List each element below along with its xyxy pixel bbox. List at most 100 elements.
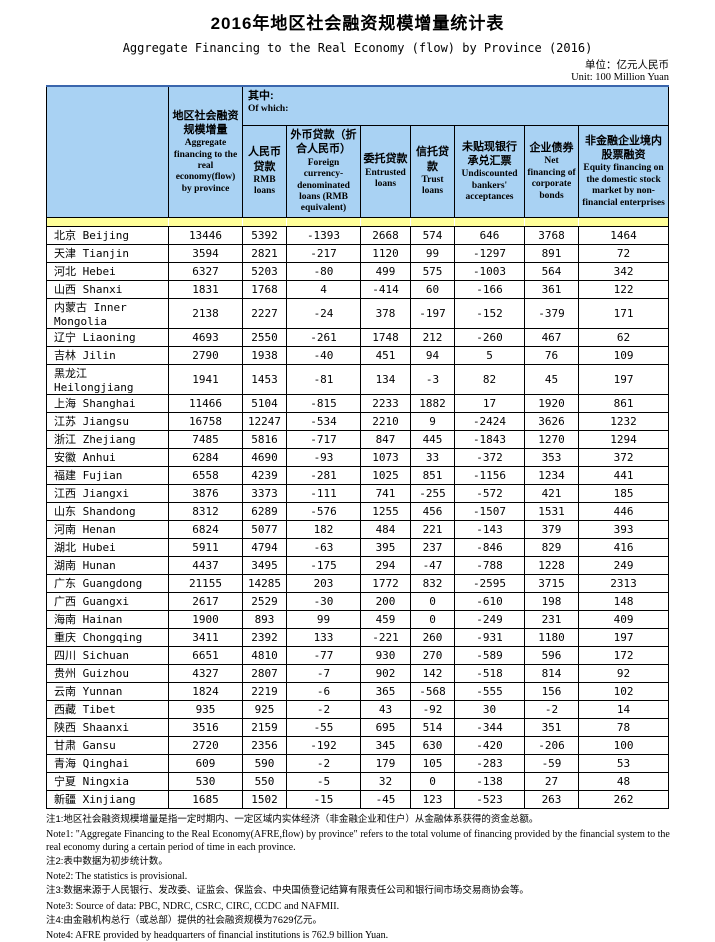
province-cell: 安徽 Anhui (46, 447, 169, 467)
separator-cell (242, 216, 287, 227)
value-cell: -281 (286, 465, 361, 485)
value-cell: 156 (524, 681, 579, 701)
value-cell: 231 (524, 609, 579, 629)
province-cell: 陕西 Shaanxi (46, 717, 169, 737)
value-cell: 1453 (242, 363, 287, 395)
value-cell: 198 (524, 591, 579, 611)
value-cell: -15 (286, 789, 361, 809)
value-cell: -1156 (454, 465, 525, 485)
province-cell: 北京 Beijing (46, 225, 169, 245)
value-cell: -1393 (286, 225, 361, 245)
value-cell: 365 (360, 681, 411, 701)
value-cell: 416 (577, 537, 670, 557)
province-cell: 上海 Shanghai (46, 393, 169, 413)
value-cell: 294 (360, 555, 411, 575)
table-row: 辽宁 Liaoning 4693 2550 -261 1748 212 -260 467 62 (46, 327, 670, 347)
table-row: 广东 Guangdong 21155 14285 203 1772 832 -2595 371… (46, 573, 670, 593)
table-row: 宁夏 Ningxia 530 550 -5 32 0 -138 27 48 (46, 771, 670, 791)
value-cell: -217 (286, 243, 361, 263)
value-cell: 16758 (168, 411, 243, 431)
page-title: 2016年地区社会融资规模增量统计表 (210, 14, 505, 33)
value-cell: 1900 (168, 609, 243, 629)
value-cell: -931 (454, 627, 525, 647)
value-cell: 221 (410, 519, 455, 539)
value-cell: 5203 (242, 261, 287, 281)
value-cell: 142 (410, 663, 455, 683)
value-cell: 814 (524, 663, 579, 683)
value-cell: 484 (360, 519, 411, 539)
value-cell: -555 (454, 681, 525, 701)
province-cell: 浙江 Zhejiang (46, 429, 169, 449)
separator-cell (46, 216, 169, 227)
value-cell: 6284 (168, 447, 243, 467)
value-cell: 185 (577, 483, 670, 503)
value-cell: 902 (360, 663, 411, 683)
table-row: 黑龙江 Heilongjiang 1941 1453 -81 134 -3 82 45 197 (46, 363, 670, 395)
value-cell: 62 (577, 327, 670, 347)
value-cell: 829 (524, 537, 579, 557)
value-cell: 172 (577, 645, 670, 665)
table-row: 安徽 Anhui 6284 4690 -93 1073 33 -372 353 372 (46, 447, 670, 467)
value-cell: 3594 (168, 243, 243, 263)
footnote-line: 注4:由金融机构总行（或总部）提供的社会融资规模为7629亿元。 (46, 914, 323, 926)
value-cell: -249 (454, 609, 525, 629)
value-cell: 182 (286, 519, 361, 539)
separator-cell (577, 216, 670, 227)
value-cell: -55 (286, 717, 361, 737)
value-cell: 456 (410, 501, 455, 521)
separator-row (46, 216, 670, 227)
footnote-line: 注3:数据来源于人民银行、发改委、证监会、保监会、中央国债登记结算有限责任公司和… (46, 885, 529, 897)
province-cell: 广西 Guangxi (46, 591, 169, 611)
province-cell: 江苏 Jiangsu (46, 411, 169, 431)
value-cell: 5816 (242, 429, 287, 449)
value-cell: 2529 (242, 591, 287, 611)
value-cell: -6 (286, 681, 361, 701)
value-cell: 0 (410, 771, 455, 791)
province-cell: 海南 Hainan (46, 609, 169, 629)
value-cell: 935 (168, 699, 243, 719)
value-cell: 459 (360, 609, 411, 629)
afre-statistics-table: 地区社会融资规模增量 Aggregate financing to the re… (46, 85, 670, 809)
province-cell: 辽宁 Liaoning (46, 327, 169, 347)
province-cell: 湖北 Hubei (46, 537, 169, 557)
value-cell: 361 (524, 279, 579, 299)
value-cell: -1297 (454, 243, 525, 263)
value-cell: 695 (360, 717, 411, 737)
value-cell: -2595 (454, 573, 525, 593)
value-cell: 925 (242, 699, 287, 719)
table-row: 河北 Hebei 6327 5203 -80 499 575 -1003 564 342 (46, 261, 670, 281)
table-row: 河南 Henan 6824 5077 182 484 221 -143 379 393 (46, 519, 670, 539)
value-cell: 575 (410, 261, 455, 281)
of-which-en: Of which: (248, 104, 289, 115)
value-cell: -197 (410, 297, 455, 329)
value-cell: 14285 (242, 573, 287, 593)
table-row: 山西 Shanxi 1831 1768 4 -414 60 -166 361 122 (46, 279, 670, 299)
value-cell: 1831 (168, 279, 243, 299)
value-cell: 9 (410, 411, 455, 431)
col-header-en: Trust loans (421, 174, 444, 197)
province-cell: 山东 Shandong (46, 501, 169, 521)
value-cell: 1824 (168, 681, 243, 701)
value-cell: 741 (360, 483, 411, 503)
value-cell: 3626 (524, 411, 579, 431)
value-cell: 1772 (360, 573, 411, 593)
value-cell: 1255 (360, 501, 411, 521)
value-cell: 2668 (360, 225, 411, 245)
value-cell: 1270 (524, 429, 579, 449)
of-which-zh: 其中: (248, 90, 274, 103)
value-cell: 4 (286, 279, 361, 299)
col-header-afre-en: Aggregate financing to the real economy(… (173, 138, 238, 194)
value-cell: 342 (577, 261, 670, 281)
separator-cell (168, 216, 243, 227)
table-row: 江苏 Jiangsu 16758 12247 -534 2210 9 -2424 3626 12… (46, 411, 670, 431)
value-cell: 379 (524, 519, 579, 539)
value-cell: 345 (360, 735, 411, 755)
separator-cell (286, 216, 361, 227)
value-cell: -7 (286, 663, 361, 683)
value-cell: 630 (410, 735, 455, 755)
value-cell: -572 (454, 483, 525, 503)
value-cell: -717 (286, 429, 361, 449)
value-cell: 1768 (242, 279, 287, 299)
value-cell: 395 (360, 537, 411, 557)
value-cell: 5104 (242, 393, 287, 413)
